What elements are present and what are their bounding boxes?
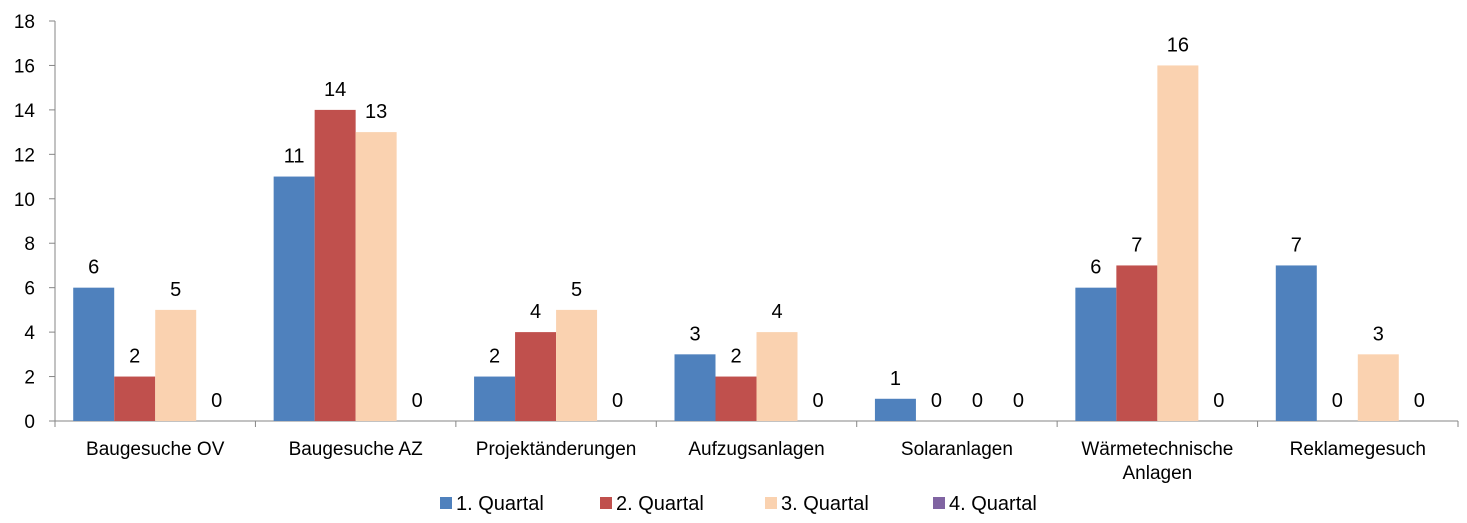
- bar: [155, 309, 197, 421]
- data-label: 2: [489, 346, 500, 368]
- bar: [756, 332, 798, 421]
- bar: [874, 398, 916, 421]
- x-category-label: Baugesuche OV: [86, 439, 225, 460]
- x-axis: Baugesuche OV Baugesuche AZ Projektänderun…: [54, 420, 1459, 484]
- data-label: 4: [530, 301, 541, 323]
- legend-label: 1. Quartal: [456, 493, 544, 515]
- data-label: 0: [812, 390, 823, 412]
- data-label: 7: [1291, 234, 1302, 256]
- data-label: 5: [571, 279, 582, 301]
- data-label: 6: [88, 257, 99, 279]
- bar: [114, 376, 156, 421]
- data-label: 4: [771, 301, 782, 323]
- legend-swatch: [600, 497, 612, 509]
- bar: [1157, 65, 1199, 421]
- x-category-label: Reklamegesuch: [1290, 439, 1426, 460]
- y-tick-label: 2: [24, 368, 35, 389]
- y-axis: 0 2 4 6 8 10 12 14 16 18: [14, 12, 56, 433]
- x-category-label: Baugesuche AZ: [289, 439, 424, 460]
- legend-swatch: [440, 497, 452, 509]
- legend-item: 3. Quartal: [765, 493, 869, 515]
- data-label: 5: [170, 279, 181, 301]
- bar: [273, 176, 315, 421]
- data-label: 1: [890, 368, 901, 390]
- data-label-group: 6 2 5 0 11 14 13 0 2 4 5 0 3 2 4 0 1 0 0 0 6 7 16 0 7 0 3 0: [88, 34, 1425, 412]
- legend-label: 2. Quartal: [616, 493, 704, 515]
- data-label: 0: [211, 390, 222, 412]
- legend-item: 4. Quartal: [933, 493, 1037, 515]
- legend-item: 1. Quartal: [440, 493, 544, 515]
- y-tick-label: 14: [14, 101, 36, 122]
- data-label: 0: [931, 390, 942, 412]
- legend-swatch: [765, 497, 777, 509]
- data-label: 16: [1167, 34, 1189, 56]
- bar: [73, 287, 115, 421]
- data-label: 0: [1332, 390, 1343, 412]
- legend-swatch: [933, 497, 945, 509]
- x-category-label: Aufzugsanlagen: [688, 439, 824, 460]
- y-tick-label: 18: [14, 12, 35, 33]
- data-label: 13: [365, 101, 387, 123]
- data-label: 2: [730, 346, 741, 368]
- y-tick-label: 6: [24, 279, 35, 300]
- bar: [355, 132, 397, 421]
- data-label: 14: [324, 79, 346, 101]
- y-tick-label: 8: [24, 234, 35, 255]
- bar: [1075, 287, 1117, 421]
- data-label: 0: [612, 390, 623, 412]
- bar-series-group: [73, 65, 1399, 421]
- x-category-label: Projektänderungen: [476, 439, 637, 460]
- x-category-label: Wärmetechnische Anlagen: [1081, 439, 1233, 484]
- bar: [314, 109, 356, 421]
- y-tick-label: 16: [14, 56, 35, 77]
- data-label: 7: [1131, 234, 1142, 256]
- legend: 1. Quartal 2. Quartal 3. Quartal 4. Quartal: [440, 493, 1037, 515]
- data-label: 0: [972, 390, 983, 412]
- x-category-label: Solaranlagen: [901, 439, 1013, 460]
- y-tick-label: 0: [24, 412, 35, 433]
- legend-item: 2. Quartal: [600, 493, 704, 515]
- y-tick-label: 4: [24, 323, 35, 344]
- data-label: 2: [129, 346, 140, 368]
- bar: [1116, 265, 1158, 421]
- bar: [1357, 354, 1399, 421]
- y-tick-label: 12: [14, 145, 35, 166]
- data-label: 6: [1090, 257, 1101, 279]
- data-label: 0: [1414, 390, 1425, 412]
- data-label: 0: [1213, 390, 1224, 412]
- bar: [474, 376, 516, 421]
- data-label: 11: [284, 146, 305, 168]
- bar: [715, 376, 757, 421]
- bar: [515, 332, 557, 421]
- legend-label: 4. Quartal: [949, 493, 1037, 515]
- y-tick-label: 10: [14, 190, 35, 211]
- legend-label: 3. Quartal: [781, 493, 869, 515]
- bar: [674, 354, 716, 421]
- data-label: 3: [689, 323, 700, 345]
- bar: [1275, 265, 1317, 421]
- data-label: 0: [1013, 390, 1024, 412]
- data-label: 3: [1373, 323, 1384, 345]
- data-label: 0: [412, 390, 423, 412]
- bar: [556, 309, 598, 421]
